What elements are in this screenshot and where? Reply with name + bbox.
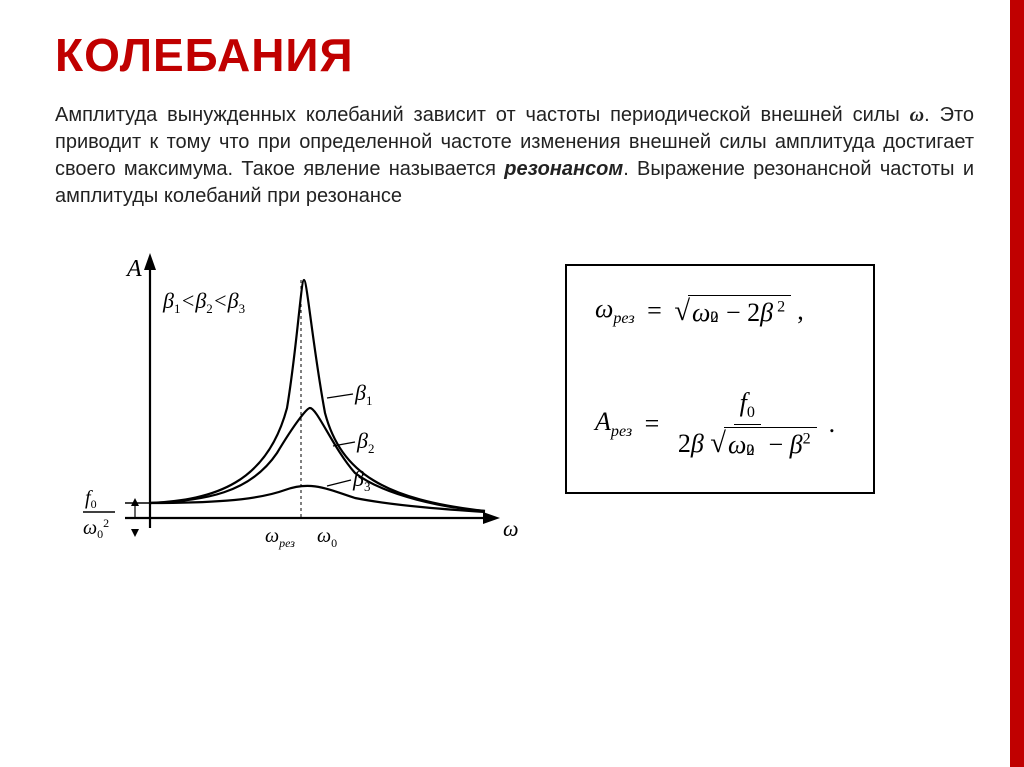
formula-a-res: Aрез = f0 2β √ ω20 − β2 . xyxy=(595,388,845,460)
description-paragraph: Амплитуда вынужденных колебаний зависит … xyxy=(55,102,974,210)
formula2-tail: . xyxy=(829,409,836,439)
y-axis-label: A xyxy=(125,256,142,282)
a-res-num: f0 xyxy=(734,388,761,425)
x-axis-label: ω xyxy=(503,516,519,541)
label-beta1: β1 xyxy=(354,380,372,408)
resonance-term: резонансом xyxy=(504,158,623,180)
leader-beta1 xyxy=(327,394,353,398)
a-res-lhs: Aрез xyxy=(595,407,632,441)
formula-omega-res: ωрез = √ ω20− 2β 2 , xyxy=(595,294,845,328)
baseline-frac-den: ω02 xyxy=(83,516,109,541)
a-res-den: 2β √ ω20 − β2 xyxy=(672,425,823,460)
x-axis-arrow xyxy=(483,512,500,524)
chart-svg: A ω β1<β2<β3 f0 ω02 xyxy=(55,228,525,588)
baseline-gap-arrow-up xyxy=(131,498,139,506)
label-beta3: β3 xyxy=(352,466,370,494)
omega-res-sqrt: √ ω20− 2β 2 xyxy=(674,295,791,328)
a-res-fraction: f0 2β √ ω20 − β2 xyxy=(672,388,823,460)
resonance-chart: A ω β1<β2<β3 f0 ω02 xyxy=(55,228,525,593)
omega-symbol: ω xyxy=(910,104,924,126)
label-beta2: β2 xyxy=(356,428,374,456)
omega-res-lhs: ωрез xyxy=(595,294,635,328)
paragraph-prefix: Амплитуда вынужденных колебаний зависит … xyxy=(55,104,910,126)
baseline-gap-arrow-down xyxy=(131,529,139,537)
equals-2: = xyxy=(638,409,666,439)
equals-1: = xyxy=(641,296,669,326)
accent-bar xyxy=(1010,0,1024,767)
x-tick-w0: ω0 xyxy=(317,525,337,550)
y-axis-arrow xyxy=(144,253,156,270)
beta-condition: β1<β2<β3 xyxy=(162,288,245,316)
slide: КОЛЕБАНИЯ Амплитуда вынужденных колебани… xyxy=(0,0,1024,613)
content-row: A ω β1<β2<β3 f0 ω02 xyxy=(55,228,974,593)
baseline-frac-num: f0 xyxy=(85,487,97,511)
curve-beta1 xyxy=(150,280,485,511)
page-title: КОЛЕБАНИЯ xyxy=(55,28,974,82)
leader-beta3 xyxy=(327,480,351,486)
x-tick-wres: ωрез xyxy=(265,525,295,550)
formula1-tail: , xyxy=(797,296,804,326)
formula-panel: ωрез = √ ω20− 2β 2 , Aрез = f0 2β √ xyxy=(565,264,875,494)
